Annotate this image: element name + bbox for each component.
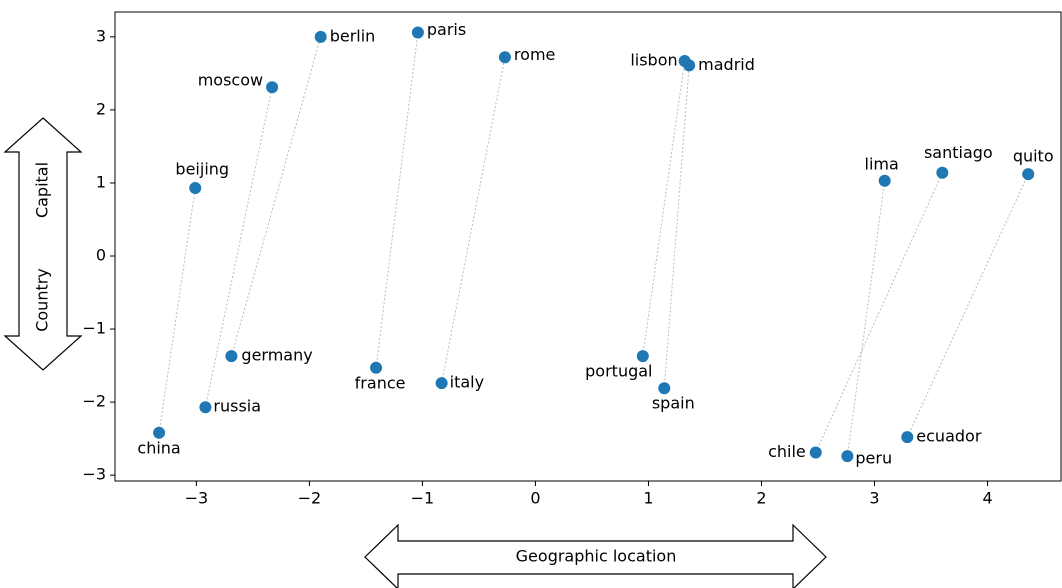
- pair-link: [815, 172, 943, 453]
- x-arrow-label: Geographic location: [516, 547, 677, 566]
- point-label: rome: [514, 45, 555, 64]
- point: [878, 174, 891, 187]
- point-label: beijing: [175, 160, 229, 179]
- point-label: portugal: [585, 362, 652, 381]
- point: [658, 382, 671, 395]
- x-arrow: [364, 523, 827, 588]
- point-label: chile: [768, 442, 806, 461]
- point-label: madrid: [698, 55, 755, 74]
- y-tick-label: 3: [96, 26, 106, 45]
- x-tick-label: 2: [756, 489, 766, 508]
- point-label: lima: [865, 154, 899, 173]
- point: [841, 450, 854, 463]
- x-tick-label: −2: [298, 489, 322, 508]
- point-label: ecuador: [916, 427, 982, 446]
- point-label: spain: [652, 394, 695, 413]
- y-tick-label: 1: [96, 172, 106, 191]
- pair-link: [158, 187, 196, 433]
- point: [498, 51, 511, 64]
- point: [370, 361, 383, 374]
- point-label: germany: [241, 346, 312, 365]
- point: [189, 182, 202, 195]
- point-label: santiago: [924, 143, 993, 162]
- pair-link: [441, 57, 506, 384]
- pair-link: [846, 180, 886, 457]
- point-label: lisbon: [630, 50, 677, 69]
- point: [1022, 168, 1035, 181]
- x-tick-label: −3: [185, 489, 209, 508]
- point-label: france: [355, 373, 406, 392]
- x-tick-label: 1: [643, 489, 653, 508]
- point-label: moscow: [198, 71, 263, 90]
- point-label: peru: [855, 449, 892, 468]
- point: [411, 26, 424, 39]
- point: [809, 446, 822, 459]
- y-tick-label: 0: [96, 245, 106, 264]
- y-tick-label: −1: [82, 319, 106, 338]
- point: [266, 81, 279, 94]
- pair-link: [230, 36, 322, 357]
- y-arrow-bottom-label: Country: [33, 268, 52, 332]
- y-arrow-top-label: Capital: [33, 162, 52, 218]
- x-tick-label: 0: [530, 489, 540, 508]
- y-tick-label: 2: [96, 99, 106, 118]
- y-tick-label: −2: [82, 392, 106, 411]
- x-tick-label: 3: [869, 489, 879, 508]
- x-tick-label: −1: [411, 489, 435, 508]
- point-label: italy: [450, 373, 484, 392]
- point-label: quito: [1013, 147, 1054, 166]
- y-arrow: [3, 117, 83, 371]
- point-label: china: [137, 438, 180, 457]
- point-label: paris: [427, 20, 466, 39]
- pair-link: [204, 87, 273, 408]
- point-label: berlin: [330, 26, 376, 45]
- point-label: russia: [213, 397, 261, 416]
- pair-link: [906, 173, 1029, 438]
- point: [936, 166, 949, 179]
- point: [435, 377, 448, 390]
- pair-link: [375, 32, 419, 368]
- point: [901, 431, 914, 444]
- point: [199, 401, 212, 414]
- point: [314, 30, 327, 43]
- point: [225, 350, 238, 363]
- y-tick-label: −3: [82, 465, 106, 484]
- point: [153, 426, 166, 439]
- plot-frame: [114, 11, 1062, 482]
- pair-link: [663, 65, 690, 389]
- point: [636, 350, 649, 363]
- point: [683, 59, 696, 72]
- x-tick-label: 4: [982, 489, 992, 508]
- pair-link: [642, 60, 686, 357]
